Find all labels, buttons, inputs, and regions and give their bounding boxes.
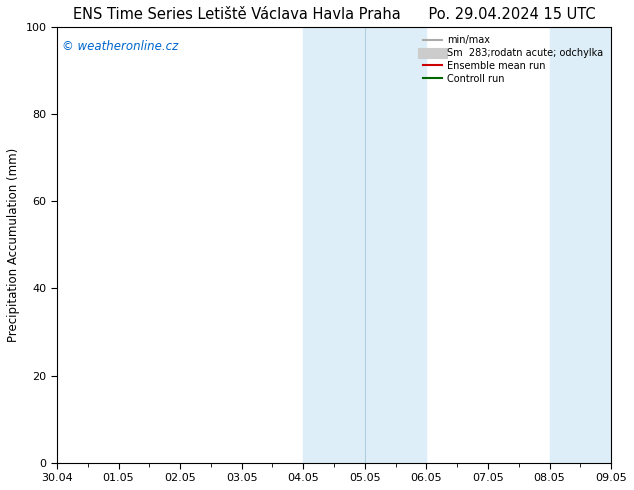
Bar bbox=[365, 27, 427, 463]
Bar bbox=[303, 27, 365, 463]
Text: © weatheronline.cz: © weatheronline.cz bbox=[63, 40, 179, 53]
Y-axis label: Precipitation Accumulation (mm): Precipitation Accumulation (mm) bbox=[7, 148, 20, 342]
Title: ENS Time Series Letiště Václava Havla Praha      Po. 29.04.2024 15 UTC: ENS Time Series Letiště Václava Havla Pr… bbox=[73, 7, 595, 22]
Legend: min/max, Sm  283;rodatn acute; odchylka, Ensemble mean run, Controll run: min/max, Sm 283;rodatn acute; odchylka, … bbox=[420, 32, 606, 87]
Bar bbox=[550, 27, 611, 463]
